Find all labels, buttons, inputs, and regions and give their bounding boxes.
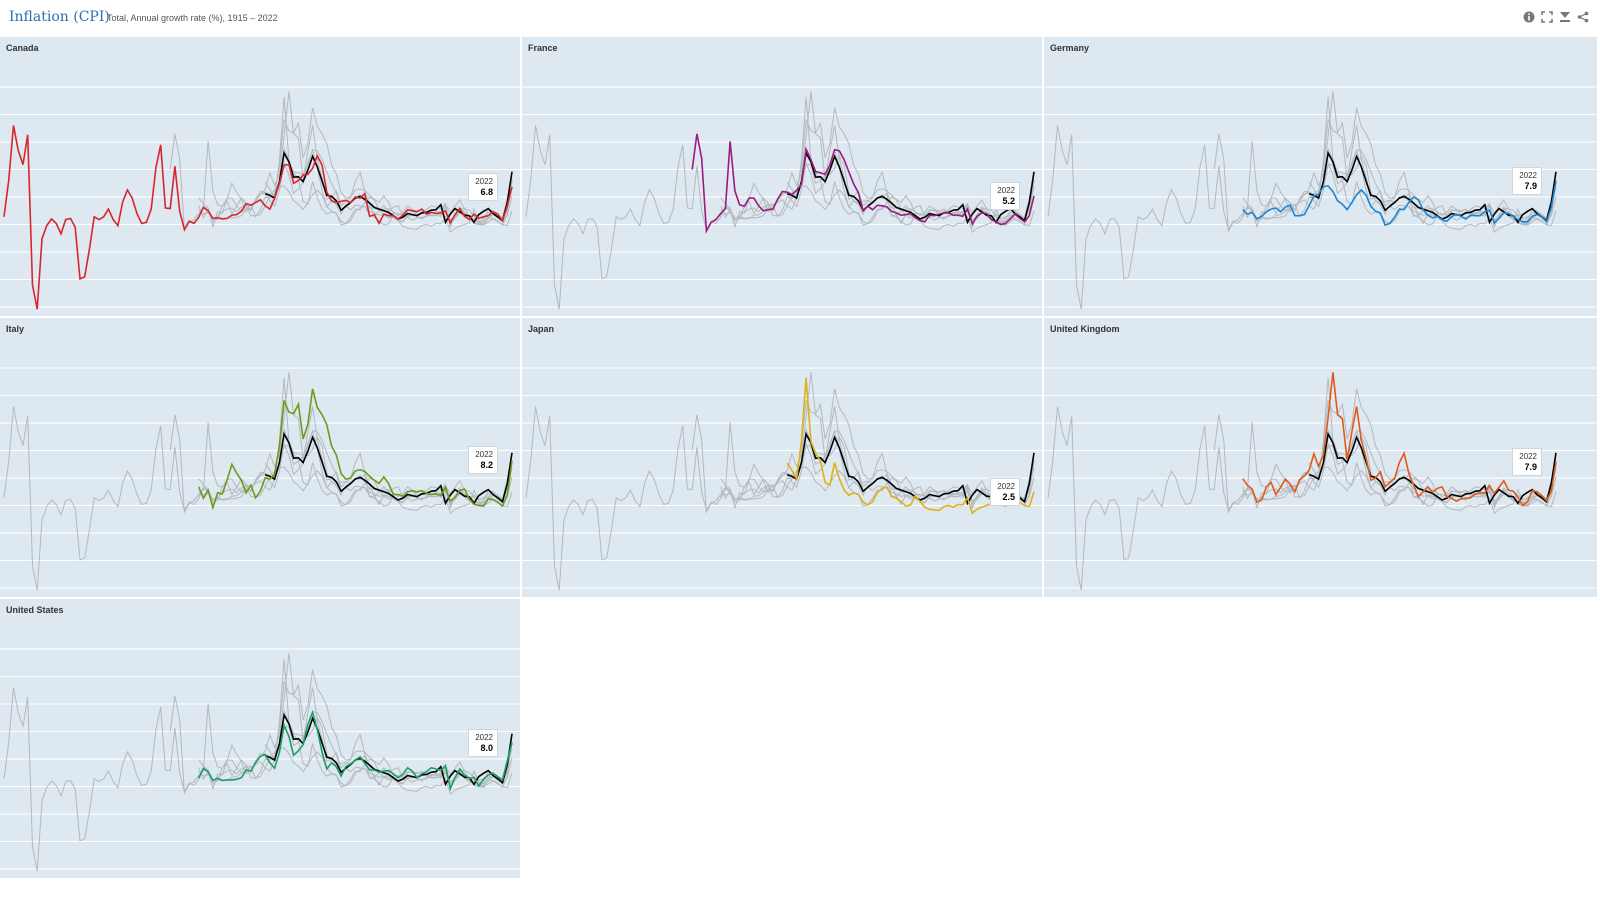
context-line-germany (1242, 462, 1557, 507)
context-line-germany (198, 743, 513, 788)
panel-germany: Germany 2022 7.9 (1044, 37, 1597, 316)
context-line-italy (720, 107, 1035, 229)
series-line-france[interactable] (691, 133, 1035, 234)
context-line-france (169, 133, 513, 233)
end-value-label: 2022 5.2 (990, 181, 1020, 210)
end-label-year: 2022 (997, 481, 1015, 491)
end-label-value: 5.2 (1002, 195, 1015, 206)
series-line-united-kingdom[interactable] (1242, 372, 1557, 507)
context-line-united-kingdom (720, 372, 1035, 507)
context-line-canada (525, 125, 1035, 310)
panel-italy: Italy 2022 8.2 (0, 318, 520, 597)
chart-header: Inflation (CPI) Total, Annual growth rat… (0, 0, 1600, 36)
panel-plot (522, 367, 1042, 591)
context-line-canada (525, 406, 1035, 591)
chart-toolbar (1523, 11, 1590, 24)
end-label-year: 2022 (475, 732, 493, 742)
end-label-value: 7.9 (1524, 462, 1537, 473)
chart-title: Inflation (CPI) (9, 9, 110, 25)
context-line-france (1213, 133, 1557, 233)
panel-plot (0, 367, 520, 591)
scrollbar[interactable] (1597, 36, 1600, 896)
end-label-value: 8.0 (480, 742, 493, 753)
panel-title: France (528, 43, 558, 53)
end-value-label: 2022 7.9 (1512, 167, 1542, 196)
info-icon[interactable] (1523, 11, 1536, 24)
panel-plot (1044, 86, 1597, 310)
context-line-germany (720, 462, 1035, 507)
end-label-year: 2022 (475, 450, 493, 460)
panel-title: United States (6, 605, 64, 615)
panel-united-states: United States 2022 8.0 (0, 599, 520, 878)
end-label-value: 6.8 (480, 187, 493, 198)
download-icon[interactable] (1559, 11, 1572, 24)
context-line-italy (198, 669, 513, 791)
context-line-united-kingdom (198, 653, 513, 788)
panel-united-kingdom: United Kingdom 2022 7.9 (1044, 318, 1597, 597)
panel-title: Japan (528, 324, 555, 334)
end-value-label: 2022 7.9 (1512, 448, 1542, 477)
context-line-france (691, 414, 1035, 514)
panel-title: United Kingdom (1050, 324, 1120, 334)
end-value-label: 2022 6.8 (468, 173, 498, 202)
chart-subtitle: Total, Annual growth rate (%), 1915 – 20… (107, 13, 278, 23)
end-label-year: 2022 (475, 177, 493, 187)
context-line-italy (1242, 388, 1557, 510)
context-line-italy (1242, 107, 1557, 229)
panel-plot (1044, 367, 1597, 591)
panel-france: France 2022 5.2 (522, 37, 1042, 316)
reference-line (264, 431, 513, 506)
panel-title: Italy (6, 324, 25, 334)
context-line-united-kingdom (198, 91, 513, 226)
reference-line (786, 150, 1035, 225)
context-line-united-kingdom (720, 91, 1035, 226)
end-label-value: 2.5 (1002, 491, 1015, 502)
end-value-label: 2022 8.2 (468, 446, 498, 475)
context-line-united-kingdom (1242, 91, 1557, 226)
share-icon[interactable] (1577, 11, 1590, 24)
context-line-canada (1047, 125, 1557, 310)
reference-line (1308, 431, 1557, 506)
end-value-label: 2022 2.5 (990, 477, 1020, 506)
series-line-canada[interactable] (3, 125, 513, 310)
panel-plot (0, 86, 520, 310)
context-line-france (1213, 414, 1557, 514)
panel-title: Canada (6, 43, 39, 53)
panel-canada: Canada 2022 6.8 (0, 37, 520, 316)
context-line-united-kingdom (198, 372, 513, 507)
end-value-label: 2022 8.0 (468, 728, 498, 757)
context-line-canada (3, 406, 513, 591)
context-line-france (169, 695, 513, 795)
series-line-united-states[interactable] (197, 709, 513, 792)
panel-title: Germany (1050, 43, 1090, 53)
end-label-value: 8.2 (480, 460, 493, 471)
context-line-france (169, 414, 513, 514)
series-line-germany[interactable] (1242, 180, 1557, 227)
reference-line (264, 712, 513, 787)
context-line-italy (720, 388, 1035, 510)
end-label-year: 2022 (1519, 452, 1537, 462)
end-label-value: 7.9 (1524, 181, 1537, 192)
context-line-germany (198, 181, 513, 226)
panel-japan: Japan 2022 2.5 (522, 318, 1042, 597)
context-line-canada (3, 687, 513, 872)
series-line-italy[interactable] (197, 388, 513, 511)
context-line-germany (198, 462, 513, 507)
context-line-canada (1047, 406, 1557, 591)
fullscreen-icon[interactable] (1541, 11, 1554, 24)
end-label-year: 2022 (1519, 171, 1537, 181)
panel-plot (522, 86, 1042, 310)
end-label-year: 2022 (997, 185, 1015, 195)
panel-plot (0, 648, 520, 872)
